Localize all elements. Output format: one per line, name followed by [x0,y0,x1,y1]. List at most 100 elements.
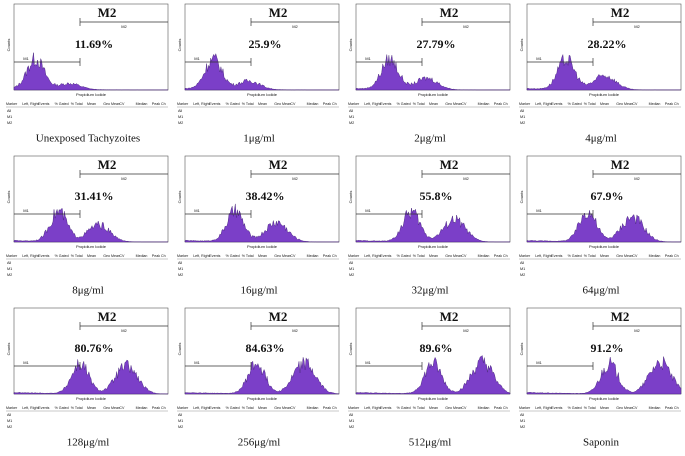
x-axis-label: Propidium Iodide [247,244,278,249]
table-header: CV [461,406,467,410]
m2-title: M2 [98,309,117,324]
m1-label: M1 [23,56,29,61]
table-header: Marker [177,406,189,410]
m2-title: M2 [269,309,288,324]
table-header: Events [209,406,220,410]
table-header: % Total [413,254,425,258]
table-header: Geo Mean [274,102,291,106]
table-header: Marker [348,406,360,410]
table-marker: M2 [178,425,183,429]
m2-label: M2 [463,328,469,333]
table-header: Left, Right [22,406,38,410]
table-header: Marker [177,102,189,106]
table-header: % Gated [226,102,240,106]
table-header: Median [478,102,490,106]
table-header: Peak Ch [152,406,166,410]
y-axis-label: Counts [6,343,11,356]
table-marker: All [349,261,353,265]
table-header: Peak Ch [152,254,166,258]
table-header: Events [380,254,391,258]
m1-label: M1 [365,56,371,61]
panel: M2 M2 M1 84.63% Propidium Iodide Counts Marker… [177,307,340,449]
table-marker: M2 [7,273,12,277]
table-header: Mean [258,406,267,410]
m1-label: M1 [23,208,29,213]
panel: M2 M2 M1 89.6% Propidium Iodide Counts Marker L… [348,307,511,449]
x-axis-label: Propidium Iodide [247,396,278,401]
table-header: Geo Mean [103,254,120,258]
table-header: % Total [584,406,596,410]
m2-title: M2 [611,5,630,20]
table-header: % Total [71,406,83,410]
m1-label: M1 [536,56,542,61]
y-axis-label: Counts [6,39,11,52]
histogram [184,203,340,243]
table-marker: M1 [349,419,354,423]
table-header: % Gated [397,406,411,410]
table-marker: All [520,109,524,113]
caption: 64μg/ml [582,285,619,297]
m1-label: M1 [23,360,29,365]
panel: M2 M2 M1 25.9% Propidium Iodide Counts Marker L… [177,3,340,145]
table-header: Median [307,102,319,106]
table-header: Geo Mean [103,406,120,410]
m2-label: M2 [634,176,640,181]
m1-label: M1 [365,208,371,213]
table-marker: M1 [7,419,12,423]
table-header: Geo Mean [616,406,633,410]
m2-label: M2 [463,176,469,181]
x-axis-label: Propidium Iodide [418,92,449,97]
caption: 128μg/ml [67,437,110,449]
table-header: % Total [584,254,596,258]
x-axis-label: Propidium Iodide [247,92,278,97]
table-header: Left, Right [193,406,209,410]
percent: 67.9% [591,189,624,203]
table-header: Left, Right [364,254,380,258]
panel: M2 M2 M1 55.8% Propidium Iodide Counts Marker L… [348,155,511,297]
histogram [13,359,169,395]
table-header: Median [307,254,319,258]
panel: M2 M2 M1 28.22% Propidium Iodide Counts Marker… [519,3,682,145]
histogram [13,208,169,243]
table-marker: M2 [178,273,183,277]
table-header: Events [380,406,391,410]
m2-label: M2 [121,24,127,29]
m2-label: M2 [121,176,127,181]
table-header: % Total [71,254,83,258]
table-header: Geo Mean [274,254,291,258]
table-header: Events [551,102,562,106]
x-axis-label: Propidium Iodide [589,244,620,249]
table-header: Peak Ch [665,406,679,410]
table-header: Median [649,254,661,258]
panel: M2 M2 M1 31.41% Propidium Iodide Counts Marker… [6,155,169,297]
table-marker: All [520,413,524,417]
y-axis-label: Counts [348,191,353,204]
caption: 16μg/ml [240,285,277,297]
m2-title: M2 [269,157,288,172]
table-header: Peak Ch [152,102,166,106]
m2-label: M2 [292,176,298,181]
m2-label: M2 [121,328,127,333]
percent: 27.79% [417,37,456,51]
table-header: Left, Right [22,102,38,106]
table-header: Median [649,406,661,410]
x-axis-label: Propidium Iodide [76,244,107,249]
x-axis-label: Propidium Iodide [589,92,620,97]
histogram [355,54,511,91]
table-header: Marker [6,406,18,410]
m2-title: M2 [611,157,630,172]
table-header: % Total [242,102,254,106]
histogram [355,355,511,395]
table-header: Geo Mean [445,102,462,106]
table-header: % Gated [55,102,69,106]
x-axis-label: Propidium Iodide [76,396,107,401]
table-header: Left, Right [22,254,38,258]
table-header: Mean [429,102,438,106]
table-header: Marker [519,102,531,106]
m2-title: M2 [98,157,117,172]
histogram [526,54,682,91]
table-marker: M2 [520,121,525,125]
table-header: CV [119,254,125,258]
table-header: CV [461,102,467,106]
table-header: % Gated [397,102,411,106]
